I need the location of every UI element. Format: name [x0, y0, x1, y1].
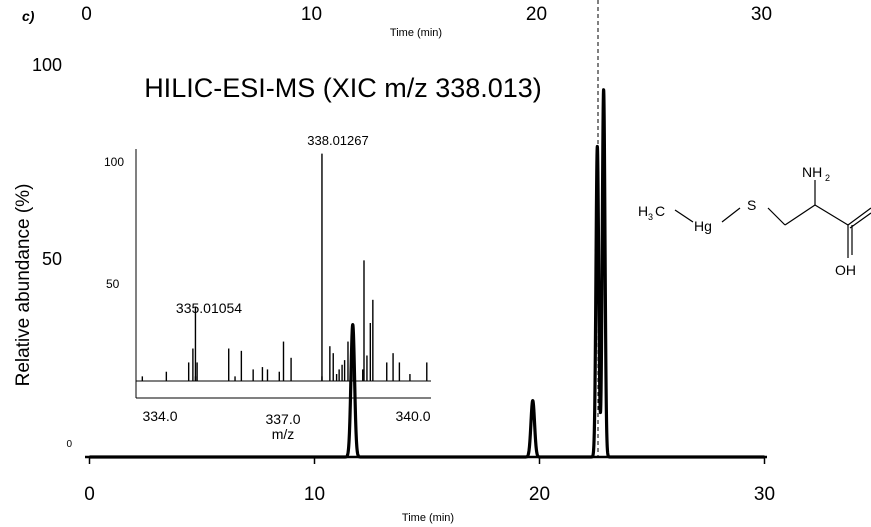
atom-label: 3: [648, 212, 653, 222]
y-tick-label: 50: [42, 249, 62, 269]
x-tick-label: 10: [304, 484, 325, 505]
inset-mass-spectrum: 100 50 334.0 337.0 340.0 m/z 338.01267 3…: [104, 133, 431, 442]
atom-label: C: [655, 203, 665, 219]
inset-peak-label: 338.01267: [307, 133, 368, 148]
y-zero-label: 0: [66, 439, 72, 450]
atom-label: 2: [825, 173, 830, 183]
y-tick-label: 100: [32, 55, 62, 75]
x-axis-label: Time (min): [402, 512, 454, 524]
bond: [847, 207, 871, 226]
atom-label: OH: [835, 262, 856, 278]
atom-label: S: [747, 197, 756, 213]
inset-spectrum-series: [136, 153, 431, 382]
top-time-axis: 0 10 20 30: [81, 4, 772, 25]
inset-x-tick-label: 340.0: [395, 408, 430, 424]
inset-y-tick-label: 100: [104, 155, 124, 169]
bond: [814, 204, 849, 226]
inset-x-axis-label: m/z: [272, 426, 295, 442]
bond: [784, 204, 816, 226]
chromatogram-trace: [88, 88, 766, 459]
top-x-tick-label: 0: [81, 4, 92, 25]
y-axis-label: Relative abundance (%): [13, 184, 34, 387]
bond: [767, 207, 786, 226]
chromatogram-series: [88, 88, 766, 459]
structure-labels: H 3 C Hg S NH 2 OH: [638, 164, 856, 278]
inset-y-tick-label: 50: [106, 277, 120, 291]
chart-title: HILIC-ESI-MS (XIC m/z 338.013): [144, 73, 542, 103]
top-x-tick-label: 20: [526, 4, 547, 25]
top-x-axis-label: Time (min): [390, 27, 442, 39]
atom-label: H: [638, 203, 648, 219]
atom-label: Hg: [694, 218, 712, 234]
x-tick-label: 20: [529, 484, 550, 505]
atom-label: NH: [802, 164, 822, 180]
top-x-tick-label: 30: [751, 4, 772, 25]
x-tick-label: 30: [754, 484, 775, 505]
inset-x-tick-label: 337.0: [265, 411, 300, 427]
bottom-time-axis: 0 10 20 30: [84, 457, 775, 505]
bond: [674, 209, 694, 223]
panel-label: c): [22, 8, 35, 24]
chemical-structure: [674, 180, 871, 258]
bond: [721, 207, 741, 223]
inset-x-tick-label: 334.0: [142, 408, 177, 424]
inset-peak-label: 335.01054: [176, 300, 242, 316]
bond: [849, 212, 871, 229]
top-x-tick-label: 10: [301, 4, 322, 25]
x-tick-label: 0: [84, 484, 95, 505]
